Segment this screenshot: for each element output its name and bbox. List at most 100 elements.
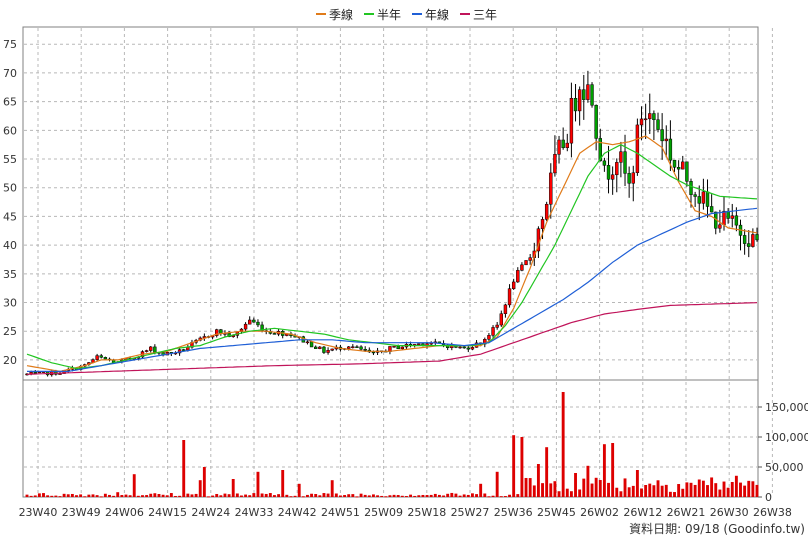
volume-bar <box>677 484 681 497</box>
price-tick-label: 50 <box>3 182 17 195</box>
volume-bar <box>54 495 58 497</box>
volume-bar <box>635 470 639 497</box>
candle-up <box>701 191 706 204</box>
candle-down <box>602 160 607 166</box>
x-tick-label: 24W42 <box>278 506 317 519</box>
candle-down <box>676 167 681 170</box>
volume-bar <box>198 480 202 497</box>
volume-bar <box>491 495 495 497</box>
volume-bar <box>37 493 41 497</box>
x-tick-label: 25W45 <box>537 506 576 519</box>
candle-up <box>499 313 503 326</box>
volume-bar <box>46 495 50 497</box>
ma-line <box>26 144 758 370</box>
candle-up <box>569 98 574 144</box>
volume-bar <box>70 493 74 497</box>
price-tick-label: 25 <box>3 325 17 338</box>
volume-bar <box>557 491 561 497</box>
candle-up <box>557 139 561 155</box>
volume-bar <box>623 478 627 497</box>
volume-bar <box>363 494 367 497</box>
volume-bar <box>400 495 404 497</box>
volume-bar <box>347 494 351 497</box>
grid <box>24 28 773 496</box>
volume-bar <box>124 494 128 497</box>
candle-down <box>309 341 314 348</box>
volume-bar <box>714 483 718 497</box>
volume-bar <box>433 493 437 497</box>
volume-bar <box>58 496 62 498</box>
x-tick-label: 24W06 <box>105 506 144 519</box>
candle-up <box>511 281 516 289</box>
volume-bar <box>409 494 413 497</box>
volume-bar <box>673 492 676 497</box>
candle-down <box>693 194 697 197</box>
volume-bar <box>425 495 429 497</box>
volume-bar <box>594 477 598 497</box>
candle-up <box>351 346 355 348</box>
x-tick-label: 25W36 <box>494 506 533 519</box>
volume-bar <box>178 495 182 497</box>
volume-bar <box>207 496 210 498</box>
volume-bar <box>128 495 132 497</box>
volume-bar <box>466 494 470 497</box>
volume-tick-label: 150,000 <box>765 401 808 414</box>
candle-up <box>400 346 405 350</box>
price-tick-label: 30 <box>3 297 17 310</box>
volume-bar <box>545 447 549 497</box>
volume-bar <box>281 470 285 497</box>
volume-bar <box>285 494 289 497</box>
candle-up <box>553 154 557 174</box>
candle-up <box>520 264 524 271</box>
candle-down <box>322 346 326 353</box>
volume-bar <box>339 495 342 497</box>
candle-down <box>590 84 594 106</box>
volume-bar <box>454 493 458 497</box>
volume-bar <box>450 492 454 497</box>
volume-bar <box>685 482 689 497</box>
volume-bar <box>132 474 136 497</box>
volume-bar <box>310 493 314 497</box>
volume-bar <box>223 493 227 497</box>
candle-down <box>685 161 689 182</box>
ma-line <box>26 302 758 375</box>
volume-bar <box>355 496 359 498</box>
legend-label: 三年 <box>473 8 497 22</box>
moving-average-lines <box>26 135 758 375</box>
volume-bar <box>475 494 478 497</box>
candle-down <box>314 346 318 349</box>
candle-up <box>664 138 668 142</box>
candle-down <box>396 345 400 350</box>
volume-bar <box>211 495 215 497</box>
volume-bar <box>726 487 730 497</box>
volume-bar <box>528 478 532 497</box>
price-tick-label: 65 <box>3 96 17 109</box>
candle-down <box>182 349 186 351</box>
volume-bar <box>487 496 491 498</box>
candle-up <box>730 215 734 219</box>
volume-bar <box>116 492 120 497</box>
volume-bar <box>268 493 272 497</box>
candle-up <box>417 343 421 345</box>
volume-bar <box>273 495 276 497</box>
volume-bar <box>314 494 318 497</box>
volume-bar <box>83 496 87 498</box>
candle-down <box>705 191 710 207</box>
ma-line <box>27 207 758 372</box>
volume-bar <box>190 494 194 497</box>
volume-bar <box>87 494 91 497</box>
candle-down <box>99 355 103 358</box>
volume-bar <box>598 480 602 497</box>
x-tick-label: 24W24 <box>191 506 230 519</box>
price-tick-label: 70 <box>3 67 17 80</box>
candle-up <box>540 219 545 229</box>
candle-up <box>392 345 396 348</box>
volume-bar <box>215 493 219 497</box>
candle-down <box>355 346 359 348</box>
volume-bar <box>536 464 540 497</box>
legend-item: 三年 <box>460 8 497 22</box>
price-tick-label: 40 <box>3 239 17 252</box>
volume-bar <box>520 437 524 497</box>
volume-bar <box>351 494 355 497</box>
volume-bar <box>710 477 714 497</box>
